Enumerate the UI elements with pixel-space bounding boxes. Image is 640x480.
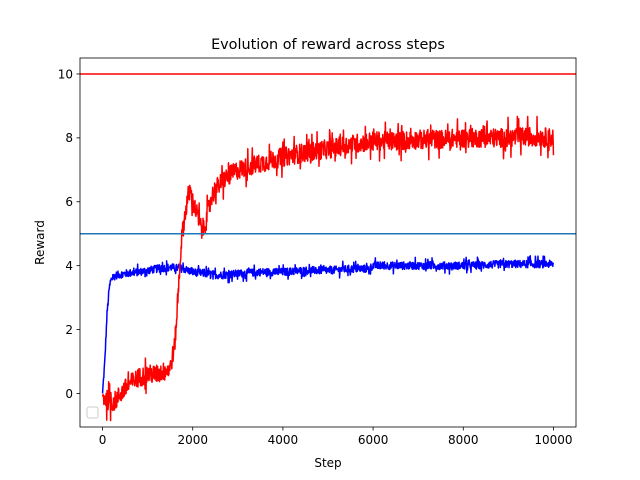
y-axis-label: Reward (33, 220, 47, 265)
y-tick-label: 2 (65, 323, 73, 337)
x-tick-label: 6000 (358, 433, 389, 447)
x-tick-label: 10000 (534, 433, 572, 447)
y-tick-label: 10 (58, 67, 73, 81)
y-tick-label: 8 (65, 131, 73, 145)
x-axis: 0 2000 4000 6000 8000 10000 (99, 427, 573, 447)
series-line-1 (101, 255, 555, 394)
legend-box (86, 406, 99, 419)
x-axis-label: Step (314, 456, 341, 470)
x-tick-label: 4000 (268, 433, 299, 447)
axes-frame (79, 57, 577, 428)
x-tick-label: 2000 (177, 433, 208, 447)
y-tick-label: 6 (65, 195, 73, 209)
x-tick-label: 8000 (448, 433, 479, 447)
series-line-2 (101, 115, 555, 422)
y-tick-label: 0 (65, 387, 73, 401)
plot-area (79, 57, 577, 428)
series-layer (101, 115, 555, 422)
chart-title: Evolution of reward across steps (211, 37, 445, 53)
x-tick-label: 0 (99, 433, 107, 447)
y-tick-label: 4 (65, 259, 73, 273)
reference-lines (80, 73, 576, 235)
y-axis: 0 2 4 6 8 10 (58, 67, 80, 401)
